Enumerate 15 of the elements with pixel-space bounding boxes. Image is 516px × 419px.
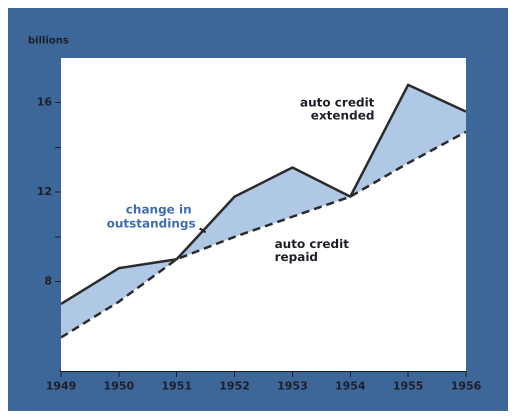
y-tick-label: 16 bbox=[36, 96, 52, 109]
series-label: auto credit repaid bbox=[274, 236, 350, 264]
y-tick-label: 12 bbox=[36, 185, 52, 198]
y-axis-title: billions bbox=[28, 36, 69, 47]
x-tick-label: 1953 bbox=[277, 379, 308, 392]
annotation: change in outstandings bbox=[106, 202, 196, 231]
x-tick-label: 1956 bbox=[450, 379, 482, 392]
x-tick-label: 1951 bbox=[161, 379, 192, 392]
x-tick-label: 1949 bbox=[46, 379, 76, 392]
series-label: auto credit extended bbox=[300, 96, 375, 123]
y-tick-label: 8 bbox=[44, 274, 52, 288]
x-tick-label: 1950 bbox=[104, 379, 135, 392]
x-tick-label: 1954 bbox=[334, 379, 366, 392]
x-tick-label: 1955 bbox=[392, 379, 424, 392]
x-tick-label: 1952 bbox=[219, 379, 250, 392]
